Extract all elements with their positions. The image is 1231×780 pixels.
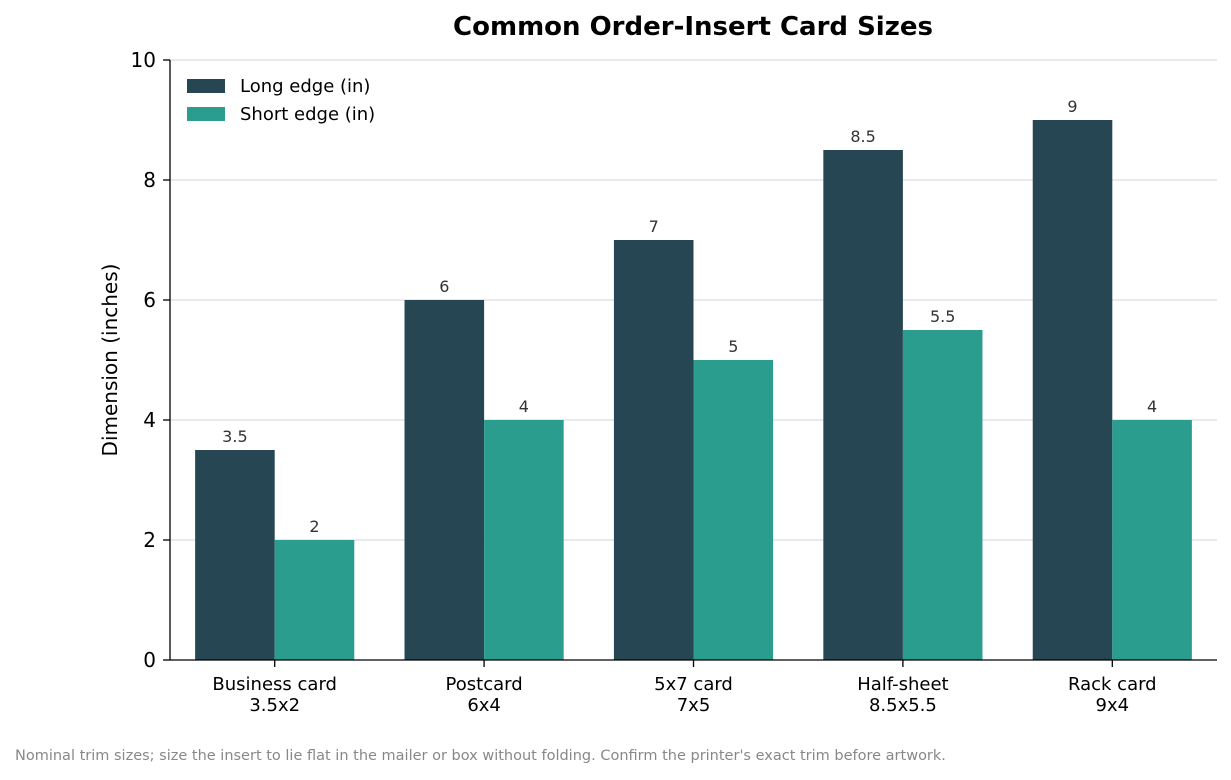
bar-short-edge <box>693 360 774 660</box>
y-tick-label: 0 <box>143 648 156 672</box>
data-label: 5 <box>728 337 738 356</box>
data-label: 3.5 <box>222 427 247 446</box>
x-tick-label: Half-sheet <box>857 674 948 695</box>
bar-long-edge <box>613 240 694 660</box>
y-tick-label: 2 <box>143 528 156 552</box>
data-label: 6 <box>439 277 449 296</box>
x-tick-label: Business card <box>212 674 337 695</box>
x-tick-label: 9x4 <box>1096 695 1130 716</box>
x-tick-label: 3.5x2 <box>249 695 300 716</box>
x-tick-label: 8.5x5.5 <box>869 695 937 716</box>
bar-long-edge <box>823 150 903 660</box>
bar-short-edge <box>1112 420 1192 660</box>
x-tick-label: 7x5 <box>677 695 711 716</box>
legend-label: Long edge (in) <box>240 76 370 97</box>
y-axis-ticks: 0 2 4 6 8 10 <box>131 48 170 672</box>
x-tick-label: 6x4 <box>467 695 501 716</box>
bar-long-edge <box>195 450 275 660</box>
legend: Long edge (in) Short edge (in) <box>187 76 375 125</box>
chart-title: Common Order-Insert Card Sizes <box>453 12 933 42</box>
data-label: 7 <box>649 217 659 236</box>
bar-short-edge <box>484 420 564 660</box>
x-tick-label: 5x7 card <box>654 674 733 695</box>
bar-long-edge <box>404 300 485 660</box>
y-tick-label: 6 <box>143 288 156 312</box>
bar-long-edge <box>1032 120 1113 660</box>
data-label: 4 <box>519 397 529 416</box>
y-tick-label: 10 <box>131 48 156 72</box>
data-label: 4 <box>1147 397 1157 416</box>
y-tick-label: 4 <box>143 408 156 432</box>
data-labels: 3.5 2 6 4 7 5 8.5 5.5 9 4 <box>222 97 1157 536</box>
footnote: Nominal trim sizes; size the insert to l… <box>15 748 946 764</box>
y-axis-label: Dimension (inches) <box>98 264 122 457</box>
x-tick-label: Postcard <box>446 674 523 695</box>
bar-short-edge <box>902 330 983 660</box>
data-label: 2 <box>309 517 319 536</box>
x-tick-label: Rack card <box>1068 674 1157 695</box>
data-label: 9 <box>1067 97 1077 116</box>
legend-label: Short edge (in) <box>240 104 375 125</box>
y-tick-label: 8 <box>143 168 156 192</box>
data-label: 8.5 <box>850 127 875 146</box>
bars <box>195 120 1192 660</box>
data-label: 5.5 <box>930 307 955 326</box>
legend-swatch <box>187 79 225 93</box>
bar-short-edge <box>274 540 355 660</box>
legend-swatch <box>187 107 225 121</box>
